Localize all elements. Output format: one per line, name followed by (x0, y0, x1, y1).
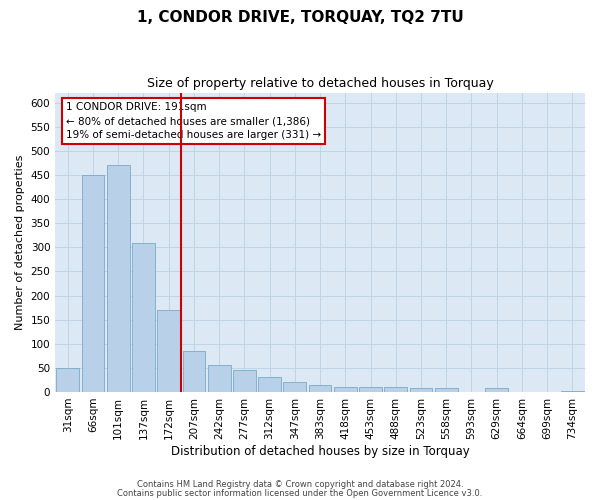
Bar (107, 166, 130, 392)
Bar (334, 387, 356, 392)
Bar (561, 390, 584, 392)
Bar (435, 388, 458, 392)
Bar (132, 242, 155, 392)
X-axis label: Distribution of detached houses by size in Torquay: Distribution of detached houses by size … (171, 444, 469, 458)
Text: Contains HM Land Registry data © Crown copyright and database right 2024.: Contains HM Land Registry data © Crown c… (137, 480, 463, 489)
Bar (258, 378, 281, 392)
Bar (182, 351, 205, 392)
Y-axis label: Number of detached properties: Number of detached properties (15, 155, 25, 330)
Bar (309, 384, 331, 392)
Bar (56, 368, 79, 392)
Text: 1, CONDOR DRIVE, TORQUAY, TQ2 7TU: 1, CONDOR DRIVE, TORQUAY, TQ2 7TU (137, 10, 463, 25)
Bar (82, 175, 104, 392)
Bar (208, 366, 230, 392)
Bar (485, 388, 508, 392)
Bar (385, 387, 407, 392)
Bar (359, 387, 382, 392)
Text: 1 CONDOR DRIVE: 191sqm
← 80% of detached houses are smaller (1,386)
19% of semi-: 1 CONDOR DRIVE: 191sqm ← 80% of detached… (66, 102, 321, 140)
Bar (283, 382, 306, 392)
Bar (233, 370, 256, 392)
Title: Size of property relative to detached houses in Torquay: Size of property relative to detached ho… (147, 78, 493, 90)
Bar (410, 388, 433, 392)
Bar (157, 310, 180, 392)
Text: Contains public sector information licensed under the Open Government Licence v3: Contains public sector information licen… (118, 488, 482, 498)
